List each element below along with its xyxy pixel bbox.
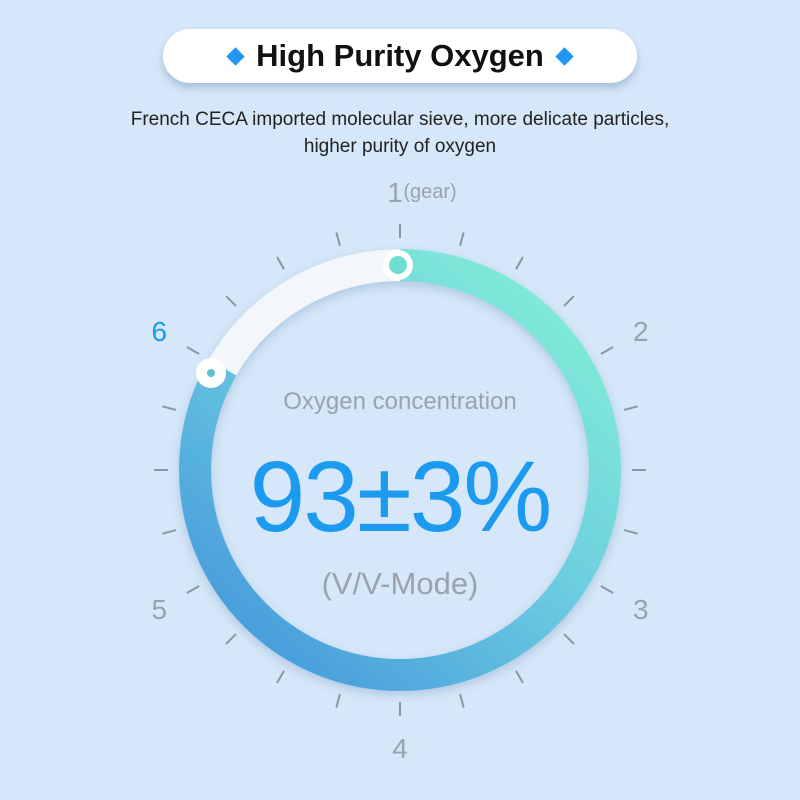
- dial-tick: [459, 232, 465, 247]
- dial-tick: [162, 405, 177, 411]
- concentration-value: 93±3%: [249, 441, 553, 553]
- dial-tick: [600, 585, 614, 594]
- dial-tick: [515, 256, 524, 270]
- dial-tick: [225, 295, 237, 307]
- gear-label-5[interactable]: 5: [151, 594, 167, 625]
- subtitle: French CECA imported molecular sieve, mo…: [0, 106, 800, 160]
- dial-tick: [623, 405, 638, 411]
- subtitle-line-2: higher purity of oxygen: [303, 136, 497, 157]
- gear-label-6[interactable]: 6: [151, 316, 167, 347]
- dial-tick: [162, 529, 177, 535]
- mode-label: (V/V-Mode): [321, 566, 479, 601]
- dial-knob-start[interactable]: [196, 358, 226, 388]
- dial-tick: [186, 346, 200, 355]
- dial-inactive-arc: [208, 249, 401, 376]
- dial-tick: [623, 529, 638, 535]
- dial-tick: [276, 256, 285, 270]
- title-banner: High Purity Oxygen: [163, 29, 637, 83]
- dial-tick: [186, 585, 200, 594]
- gear-label-4[interactable]: 4: [392, 733, 408, 764]
- dial-tick: [459, 693, 465, 708]
- dial-tick: [563, 633, 575, 645]
- dial-knob-end[interactable]: [383, 250, 413, 280]
- dial-tick: [225, 633, 237, 645]
- gear-label-3[interactable]: 3: [633, 594, 649, 625]
- dial-tick: [335, 232, 341, 247]
- concentration-label: Oxygen concentration: [283, 388, 517, 415]
- dial-tick: [600, 346, 614, 355]
- gear-label-2[interactable]: 2: [633, 316, 649, 347]
- dial-tick: [335, 693, 341, 708]
- gear-label-1[interactable]: 1: [387, 177, 403, 208]
- dial-tick: [515, 670, 524, 684]
- dial-tick: [276, 670, 285, 684]
- gear-unit-label: (gear): [403, 181, 456, 203]
- dial-tick: [563, 295, 575, 307]
- page-title: High Purity Oxygen: [256, 38, 544, 73]
- subtitle-line-1: French CECA imported molecular sieve, mo…: [130, 109, 670, 130]
